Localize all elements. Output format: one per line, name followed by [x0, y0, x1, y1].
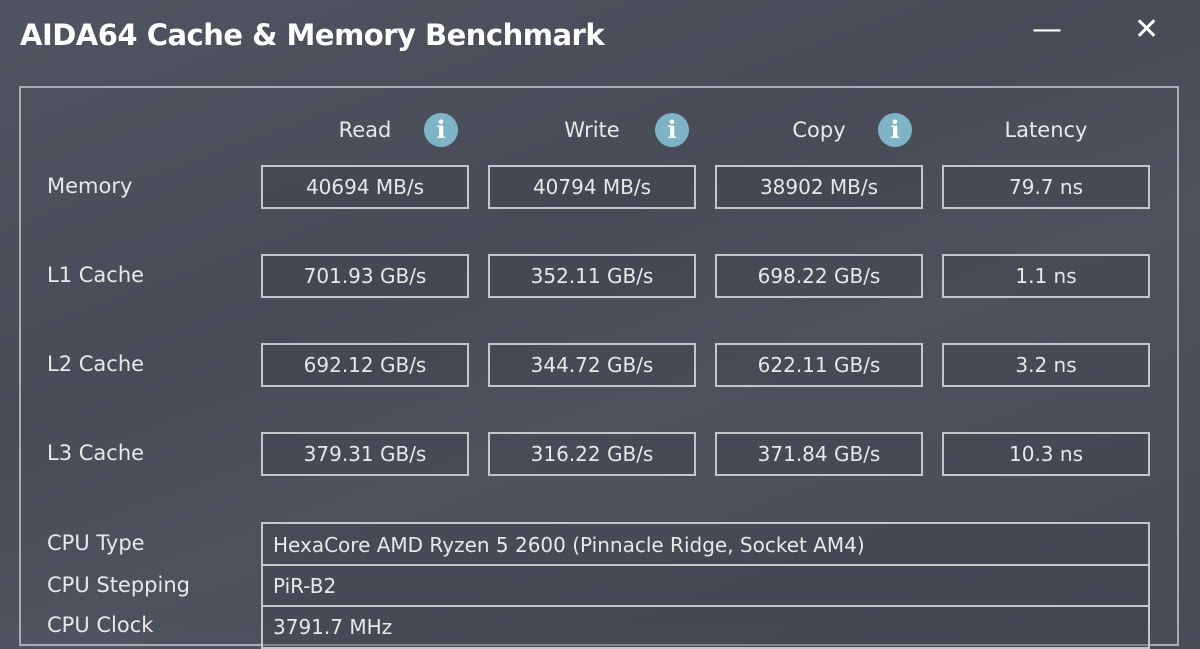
write-value-field: 352.11 GB/s — [488, 254, 696, 298]
row-label: L2 Cache — [47, 352, 145, 376]
read-value-field: 701.93 GB/s — [261, 254, 469, 298]
read-info-icon[interactable]: i — [424, 113, 458, 147]
column-read: Read — [338, 118, 392, 142]
write-value-field: 344.72 GB/s — [488, 343, 696, 387]
copy-value-field: 698.22 GB/s — [715, 254, 923, 298]
write-value-field: 316.22 GB/s — [488, 432, 696, 476]
column-copy: Copy — [792, 118, 846, 142]
cpu-type-label: CPU Type — [47, 531, 145, 555]
read-value-field: 40694 MB/s — [261, 165, 469, 209]
copy-value-field: 371.84 GB/s — [715, 432, 923, 476]
window-title: AIDA64 Cache & Memory Benchmark — [20, 18, 605, 52]
latency-value-field: 79.7 ns — [942, 165, 1150, 209]
cpu-stepping-label: CPU Stepping — [47, 573, 190, 597]
cpu-clock-label: CPU Clock — [47, 613, 154, 637]
close-button[interactable]: ✕ — [1134, 12, 1160, 47]
row-label: L1 Cache — [47, 263, 145, 287]
read-value-field: 692.12 GB/s — [261, 343, 469, 387]
cpu-clock-field: 3791.7 MHz — [261, 605, 1150, 649]
row-label: Memory — [47, 174, 133, 198]
copy-value-field: 38902 MB/s — [715, 165, 923, 209]
row-label: L3 Cache — [47, 441, 145, 465]
cpu-type-field: HexaCore AMD Ryzen 5 2600 (Pinnacle Ridg… — [261, 522, 1150, 566]
latency-value-field: 3.2 ns — [942, 343, 1150, 387]
cpu-stepping-field: PiR-B2 — [261, 564, 1150, 607]
column-write: Write — [564, 118, 620, 142]
write-info-icon[interactable]: i — [655, 113, 689, 147]
column-latency: Latency — [1004, 118, 1088, 142]
minimize-button[interactable]: — — [1032, 12, 1062, 47]
latency-value-field: 1.1 ns — [942, 254, 1150, 298]
copy-value-field: 622.11 GB/s — [715, 343, 923, 387]
latency-value-field: 10.3 ns — [942, 432, 1150, 476]
copy-info-icon[interactable]: i — [878, 113, 912, 147]
write-value-field: 40794 MB/s — [488, 165, 696, 209]
read-value-field: 379.31 GB/s — [261, 432, 469, 476]
